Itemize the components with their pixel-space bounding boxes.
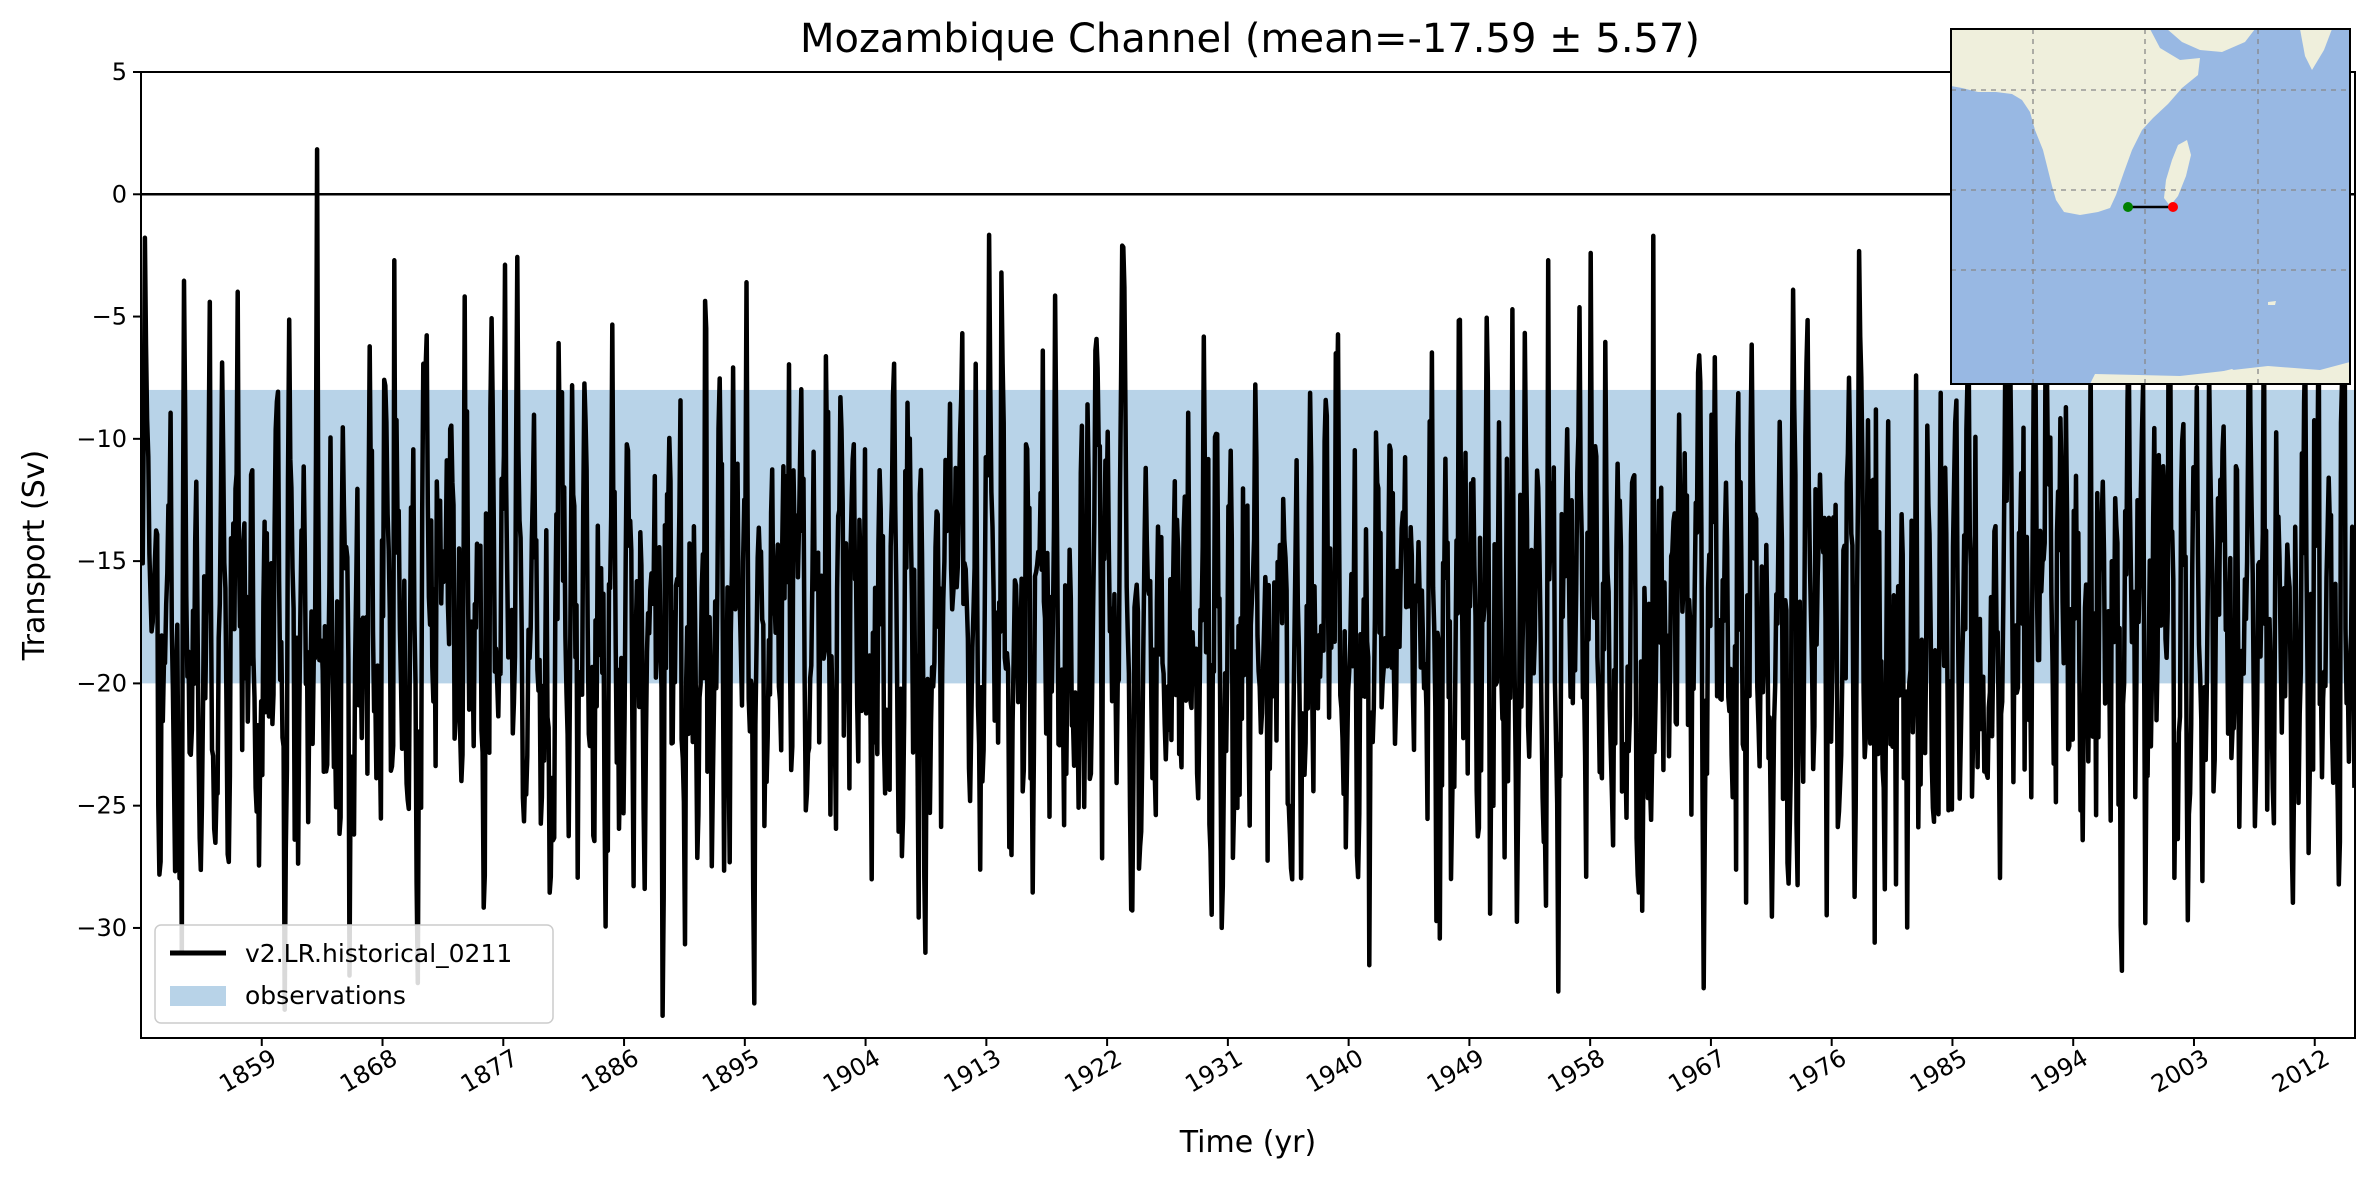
y-tick-label: 0 [112,180,127,208]
map-india-land [2300,29,2332,70]
map-graticule [1951,29,2350,384]
plot-frame [140,71,2356,1039]
chart-title: Mozambique Channel (mean=-17.59 ± 5.57) [800,16,1700,62]
map-antarctica-land [1951,362,2350,384]
y-tick-label: −5 [92,303,127,331]
series-line-v2-lr-historical-0211 [141,147,2355,1019]
y-tick-label: −10 [76,425,127,453]
map-section-start-marker [2123,202,2133,212]
y-tick-label: −25 [76,792,127,820]
y-axis-label: Transport (Sv) [17,450,52,662]
legend-observations-swatch [170,986,226,1006]
map-section-end-marker [2168,202,2178,212]
legend-frame [154,924,554,1024]
inset-map [1950,28,2351,385]
y-tick-label: −20 [76,669,127,697]
y-tick-label: −30 [76,914,127,942]
map-arabia-land [2167,29,2255,52]
y-tick-label: 5 [112,58,127,86]
legend: v2.LR.historical_0211 observations [154,924,554,1024]
map-madagascar-land [2164,140,2191,206]
map-island-land [2268,301,2276,305]
map-southern-island-land [2220,369,2240,377]
legend-label-model: v2.LR.historical_0211 [245,939,512,968]
y-tick-label: −15 [76,547,127,575]
x-axis-label: Time (yr) [1179,1125,1316,1160]
inset-map-frame [1950,28,2351,385]
map-africa-land [1951,29,2200,215]
legend-label-observations: observations [245,981,406,1010]
